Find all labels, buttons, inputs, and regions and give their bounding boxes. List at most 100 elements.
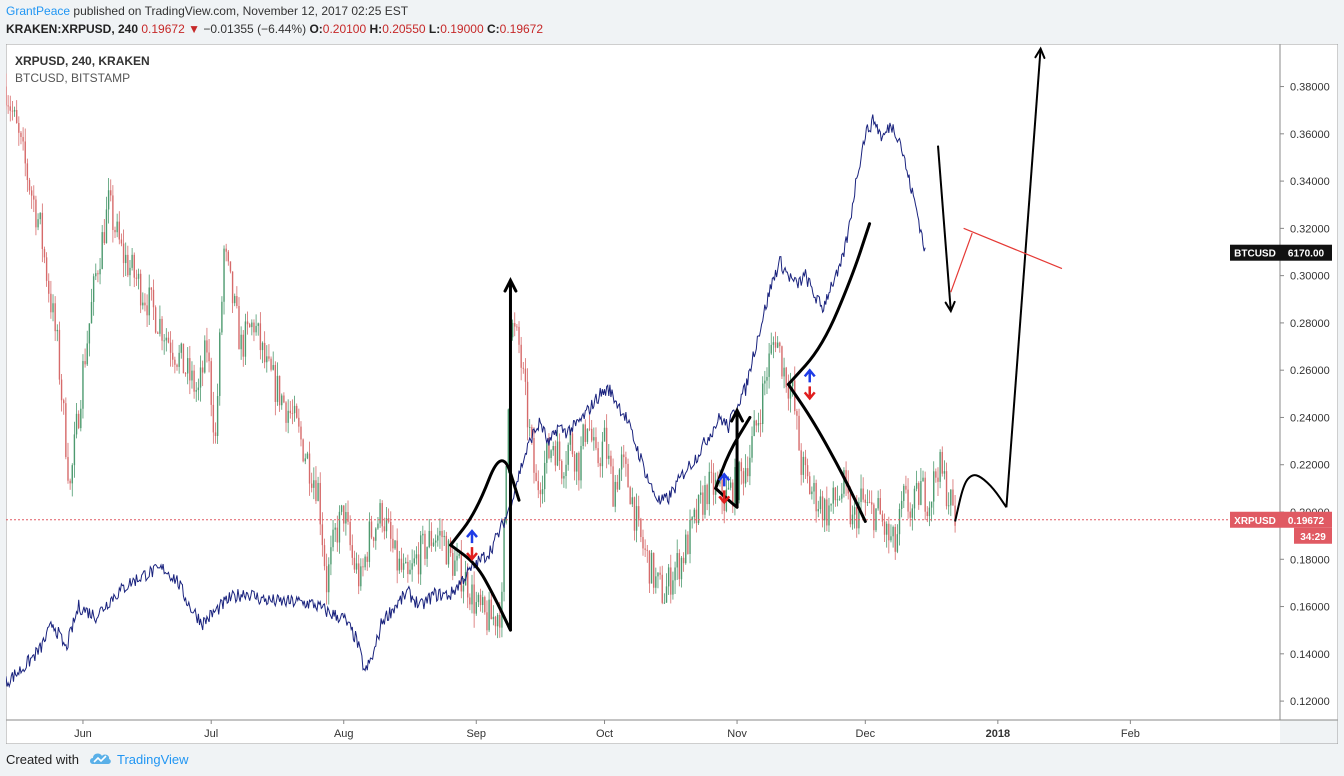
xrp-candle-body [896,534,899,552]
legend-main[interactable]: XRPUSD, 240, KRAKEN [15,54,150,68]
price-change: −0.01355 (−6.44%) [203,22,307,36]
price-axis[interactable] [1280,44,1338,720]
xrp-candle-body [623,454,625,458]
xrp-candle-body [261,342,264,351]
y-tick-label: 0.32000 [1290,223,1330,235]
xrp-candle-body [819,496,822,510]
xrp-candle-body [759,423,762,425]
xrp-candle-body [30,190,33,196]
xrp-candle-body [567,444,569,465]
xrp-candle-body [845,470,847,483]
xrp-candle-body [212,404,215,433]
xrp-candle-body [680,557,683,580]
chart-area[interactable]: 0.120000.140000.160000.180000.200000.220… [5,43,1339,745]
xrp-candle-body [674,567,676,581]
xrp-candle-body [54,303,56,332]
xrp-candle-body [524,368,527,382]
xrp-candle-body [943,471,946,474]
xrp-candle-body [481,597,484,606]
xrp-candle-body [375,528,377,541]
xrp-candle-body [90,301,93,324]
xrp-candle-body [159,318,161,334]
xrp-candle-body [762,383,764,425]
xrp-candle-body [490,599,492,620]
x-tick-label: Nov [727,728,747,740]
xrp-candle-body [768,353,770,377]
xrp-candle-body [80,408,82,429]
xrp-candle-body [154,307,157,333]
badge-symbol-bg [1230,511,1280,528]
xrp-candle-body [244,321,247,357]
xrp-candle-body [345,512,347,524]
xrp-candle-body [184,373,187,375]
xrp-candle-body [110,190,112,196]
xrp-candle-body [858,501,860,529]
xrp-candle-body [180,343,182,353]
xrp-candle-body [924,477,926,512]
time-axis[interactable] [6,720,1280,744]
xrp-candle-body [781,346,783,377]
x-tick-label: 2018 [986,728,1010,740]
xrp-candle-body [695,509,698,524]
y-tick-label: 0.34000 [1290,176,1330,188]
xrp-candle-body [60,379,63,401]
xrp-candle-body [340,505,343,512]
y-tick-label: 0.18000 [1290,554,1330,566]
xrp-candle-body [533,437,535,473]
xrp-candle-body [496,614,499,627]
xrp-candle-body [535,472,537,482]
xrp-candle-body [129,267,131,276]
badge-symbol: BTCUSD [1234,249,1276,260]
xrp-candle-body [774,342,777,348]
xrp-candle-body [890,536,892,541]
xrp-candle-body [15,110,18,124]
tradingview-cloud-icon [90,753,111,764]
x-tick-label: Jul [204,728,218,740]
xrp-candle-body [398,558,401,571]
red-trend-line [963,227,1063,270]
symbol-title[interactable]: KRAKEN:XRPUSD, 240 [6,22,139,36]
curve-big-upper [786,222,872,386]
xrp-candle-body [909,511,911,518]
xrp-candle-body [144,302,146,306]
xrp-candle-body [402,563,405,570]
xrp-candle-body [753,420,755,437]
xrp-candle-body [458,553,460,556]
drawings [449,46,1063,632]
y-tick-label: 0.22000 [1290,460,1330,472]
xrp-candle-body [58,329,61,380]
price-chart[interactable]: 0.120000.140000.160000.180000.200000.220… [5,43,1339,745]
xrp-candle-body [227,251,230,262]
legend-compare[interactable]: BTCUSD, BITSTAMP [15,71,131,85]
xrp-candle-body [539,490,542,495]
xrp-candle-body [146,305,148,316]
xrp-candle-body [274,365,277,402]
author-link[interactable]: GrantPeace [6,4,71,18]
xrp-candle-body [627,463,629,488]
xrp-candle-body [719,479,721,484]
xrp-candle-body [691,517,693,520]
xrp-candle-body [411,563,413,570]
xrp-candle-body [757,423,760,426]
xrp-candle-body [368,521,371,562]
xrp-candle-body [304,458,306,462]
close-label: C: [486,22,500,36]
xrp-candle-body [652,552,655,588]
xrp-candle-body [800,450,802,475]
xrp-candle-body [263,342,266,363]
x-ticks: Jun Jul Aug Sep Oct Nov Dec 2018 Feb [74,720,1140,740]
arrow-head [730,407,745,423]
xrp-candle-body [791,380,794,387]
marker-big-up-head [803,368,816,378]
xrp-candle-body [830,503,832,506]
xrp-candle-body [586,428,589,442]
xrp-candle-body [112,195,114,231]
xrp-candle-body [86,343,88,365]
tradingview-brand-link[interactable]: TradingView [117,752,189,767]
xrp-candle-body [426,547,428,559]
xrp-candle-body [334,527,336,530]
xrp-candle-body [751,436,753,458]
xrp-candle-body [349,521,351,546]
xrp-candle-body [125,254,127,264]
xrp-candle-body [18,123,20,133]
